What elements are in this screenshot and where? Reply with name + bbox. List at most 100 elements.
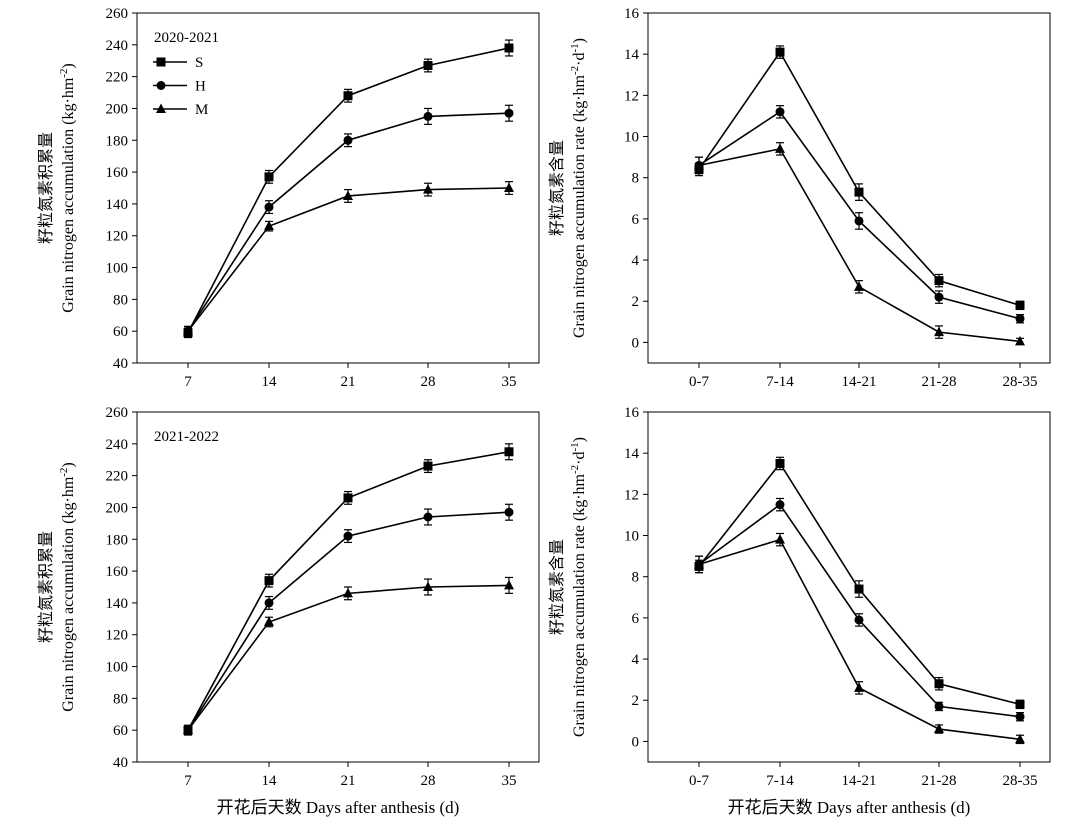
y-axis-title-en-main: Grain nitrogen accumulation (kg·hm	[60, 77, 77, 313]
y-tick-label: 260	[106, 6, 129, 22]
panel-accumulation-2020-2021: 40 60 80 100 120 140 160 180 200 220 240 260 7 14 21 28…	[37, 6, 540, 390]
y-tick-label: 4	[632, 253, 640, 269]
y-tick-label: 180	[106, 532, 129, 548]
y-tick-label: 140	[106, 596, 129, 612]
y-tick-label: 100	[106, 660, 129, 676]
y-axis-title-en-end: )	[571, 38, 588, 43]
y-tick-label: 80	[113, 292, 128, 308]
data-point-M	[343, 587, 353, 598]
legend: SHM	[153, 55, 208, 118]
y-tick-label: 120	[106, 229, 129, 245]
y-axis-title-en-sup2: -1	[569, 442, 581, 451]
data-point-H	[854, 216, 864, 226]
panel-rate-2021-2022: 0 2 4 6 8 10 12 14 16 0-7 7-14 14-21 21-28 28-35 籽粒氮素含…	[548, 405, 1051, 789]
data-point-H	[264, 202, 274, 212]
series-S	[183, 39, 514, 339]
data-point-S	[504, 447, 514, 457]
x-tick-label: 35	[502, 374, 517, 390]
y-tick-label: 60	[113, 324, 128, 340]
y-axis-title-en-end: )	[60, 462, 77, 467]
x-tick-label: 21	[341, 374, 356, 390]
y-tick-label: 6	[632, 611, 640, 627]
x-tick-label: 7-14	[766, 374, 794, 390]
series-M	[183, 576, 514, 736]
y-tick-label: 160	[106, 165, 129, 181]
series-S	[183, 443, 514, 736]
series-line-M	[187, 187, 510, 332]
data-point-M	[264, 220, 274, 231]
y-axis-title-en: Grain nitrogen accumulation (kg·hm-2)	[58, 462, 77, 712]
y-axis-title-en-main: Grain nitrogen accumulation (kg·hm	[60, 476, 77, 712]
plot-frame	[136, 411, 540, 763]
x-tick-label: 14-21	[842, 773, 877, 789]
series-M	[694, 142, 1025, 346]
data-point-M	[1015, 335, 1025, 346]
series-H	[183, 503, 514, 736]
y-tick-label: 60	[113, 723, 128, 739]
series-line-M	[698, 147, 1021, 343]
data-point-H	[504, 108, 514, 118]
y-tick-label: 2	[632, 693, 640, 709]
y-axis-title-en-sup: -2	[569, 66, 581, 75]
data-point-H	[423, 111, 433, 121]
data-point-H	[343, 135, 353, 145]
data-point-S	[775, 458, 785, 468]
y-tick-label: 220	[106, 70, 129, 86]
data-point-M	[934, 326, 944, 337]
y-axis-title-en-sup: -2	[569, 465, 581, 474]
series-H	[694, 105, 1025, 324]
y-tick-label: 10	[624, 529, 639, 545]
data-point-H	[423, 512, 433, 522]
x-tick-label: 14	[262, 374, 278, 390]
x-tick-label: 14-21	[842, 374, 877, 390]
y-tick-label: 4	[632, 652, 640, 668]
data-point-S	[264, 172, 274, 182]
series-S	[694, 45, 1025, 311]
plot-frame	[136, 12, 540, 364]
legend-marker-M	[156, 103, 166, 113]
data-point-S	[504, 43, 514, 53]
data-point-S	[934, 276, 944, 286]
legend-marker-H	[156, 81, 166, 90]
y-axis-title-en: Grain nitrogen accumulation (kg·hm-2)	[58, 63, 77, 313]
series-M	[694, 532, 1025, 745]
series-line-M	[698, 538, 1021, 741]
y-axis-title-en-sup2: -1	[569, 43, 581, 52]
y-tick-label: 0	[632, 335, 640, 351]
y-tick-label: 120	[106, 628, 129, 644]
season-label: 2020-2021	[154, 30, 219, 46]
plot-frame	[647, 411, 1051, 763]
data-point-H	[264, 598, 274, 608]
data-point-M	[775, 143, 785, 153]
data-point-H	[854, 615, 864, 625]
y-tick-label: 16	[624, 6, 640, 22]
data-point-S	[934, 679, 944, 689]
y-tick-label: 12	[624, 88, 639, 104]
x-tick-label: 7-14	[766, 773, 794, 789]
series-S	[694, 456, 1025, 710]
data-point-S	[343, 91, 353, 101]
data-point-M	[694, 558, 704, 569]
y-axis-title-en: Grain nitrogen accumulation rate (kg·hm-…	[569, 38, 588, 338]
y-tick-label: 200	[106, 101, 129, 117]
y-axis-title-en-sup: -2	[58, 69, 70, 78]
data-point-M	[264, 616, 274, 626]
x-tick-label: 0-7	[689, 773, 709, 789]
data-point-S	[854, 187, 864, 197]
data-point-S	[1015, 699, 1025, 709]
data-point-M	[504, 579, 514, 590]
series-M	[183, 181, 514, 337]
data-point-M	[694, 159, 704, 170]
x-axis-title-right: 开花后天数 Days after anthesis (d)	[728, 798, 971, 817]
y-tick-label: 240	[106, 437, 129, 453]
x-tick-label: 28-35	[1003, 773, 1038, 789]
y-tick-label: 14	[624, 47, 640, 63]
y-tick-label: 0	[632, 734, 640, 750]
panel-rate-2020-2021: 0 2 4 6 8 10 12 14 16 0-7 7-14 14-21 21-28 28-35 籽粒氮素含…	[548, 6, 1051, 390]
data-point-M	[183, 325, 193, 336]
y-axis-title-cn: 籽粒氮素积累量	[37, 531, 55, 643]
y-tick-label: 14	[624, 446, 640, 462]
data-point-M	[183, 724, 193, 735]
x-axis-title-left: 开花后天数 Days after anthesis (d)	[217, 798, 460, 817]
